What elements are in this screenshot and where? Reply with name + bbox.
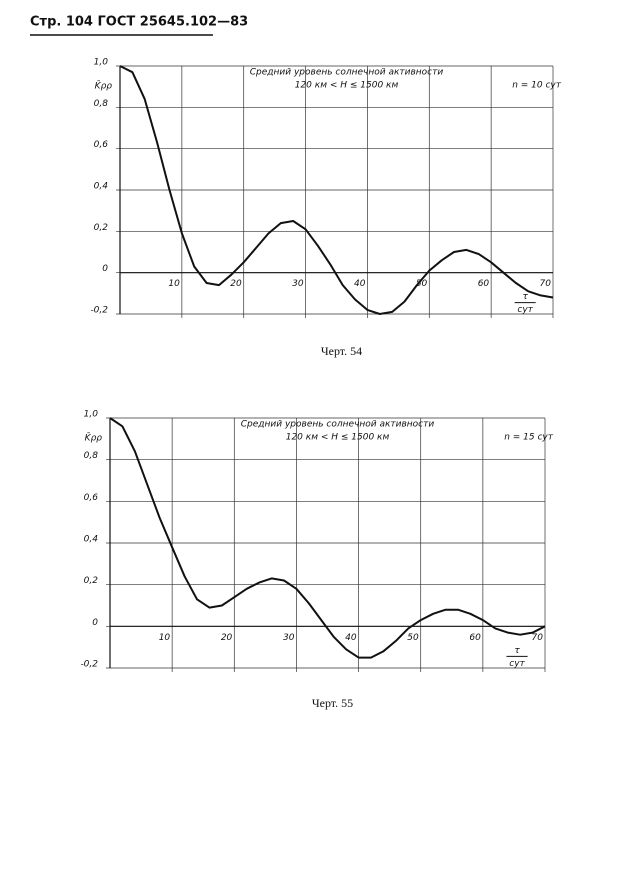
x-tick-label: 30 bbox=[292, 279, 304, 289]
y-tick-label: 0,8 bbox=[84, 451, 99, 461]
y-axis-label: K̄ρρ bbox=[85, 432, 103, 444]
chart-subtitle: 120 км < H ≤ 1500 км bbox=[286, 433, 390, 443]
x-axis-label: τ bbox=[522, 292, 528, 302]
x-tick-label: 60 bbox=[469, 633, 481, 643]
x-tick-label: 40 bbox=[354, 279, 366, 289]
y-axis-label: K̄ρρ bbox=[95, 80, 113, 92]
y-tick-label: 0,8 bbox=[94, 99, 109, 109]
y-tick-label: 1,0 bbox=[84, 410, 99, 420]
x-tick-label: 10 bbox=[168, 279, 180, 289]
y-tick-label: -0,2 bbox=[80, 660, 98, 670]
y-tick-label: 0,4 bbox=[84, 535, 99, 545]
y-tick-label: 0 bbox=[102, 264, 108, 274]
y-tick-label: 0,2 bbox=[94, 223, 109, 233]
x-axis-label: сут bbox=[517, 305, 533, 315]
x-tick-label: 70 bbox=[540, 279, 552, 289]
data-line bbox=[119, 65, 554, 315]
chart-subtitle: 120 км < H ≤ 1500 км bbox=[295, 81, 399, 91]
y-tick-label: -0,2 bbox=[90, 306, 108, 316]
x-axis-label: τ bbox=[514, 646, 520, 656]
annotation: n = 10 сут bbox=[512, 81, 562, 91]
y-tick-label: 1,0 bbox=[94, 58, 109, 68]
x-tick-label: 20 bbox=[230, 279, 242, 289]
y-tick-label: 0,4 bbox=[94, 182, 109, 192]
x-tick-label: 20 bbox=[221, 633, 233, 643]
chart-title: Средний уровень солнечной активности bbox=[250, 68, 444, 78]
x-tick-label: 50 bbox=[416, 279, 428, 289]
caption: Черт. 54 bbox=[321, 344, 362, 358]
chart-title: Средний уровень солнечной активности bbox=[241, 420, 435, 430]
page-header: Стр. 104 ГОСТ 25645.102—83 bbox=[30, 15, 248, 30]
x-tick-label: 40 bbox=[345, 633, 357, 643]
x-tick-label: 30 bbox=[283, 633, 295, 643]
caption: Черт. 55 bbox=[312, 696, 353, 710]
y-tick-label: 0,6 bbox=[84, 493, 99, 503]
x-axis-label: сут bbox=[509, 659, 525, 669]
x-tick-label: 70 bbox=[532, 633, 544, 643]
y-tick-label: 0,6 bbox=[94, 140, 109, 150]
x-tick-label: 10 bbox=[159, 633, 171, 643]
y-tick-label: 0 bbox=[92, 618, 98, 628]
y-tick-label: 0,2 bbox=[84, 576, 99, 586]
annotation: n = 15 сут bbox=[504, 433, 554, 443]
x-tick-label: 60 bbox=[478, 279, 490, 289]
data-line bbox=[109, 417, 546, 659]
x-tick-label: 50 bbox=[407, 633, 419, 643]
